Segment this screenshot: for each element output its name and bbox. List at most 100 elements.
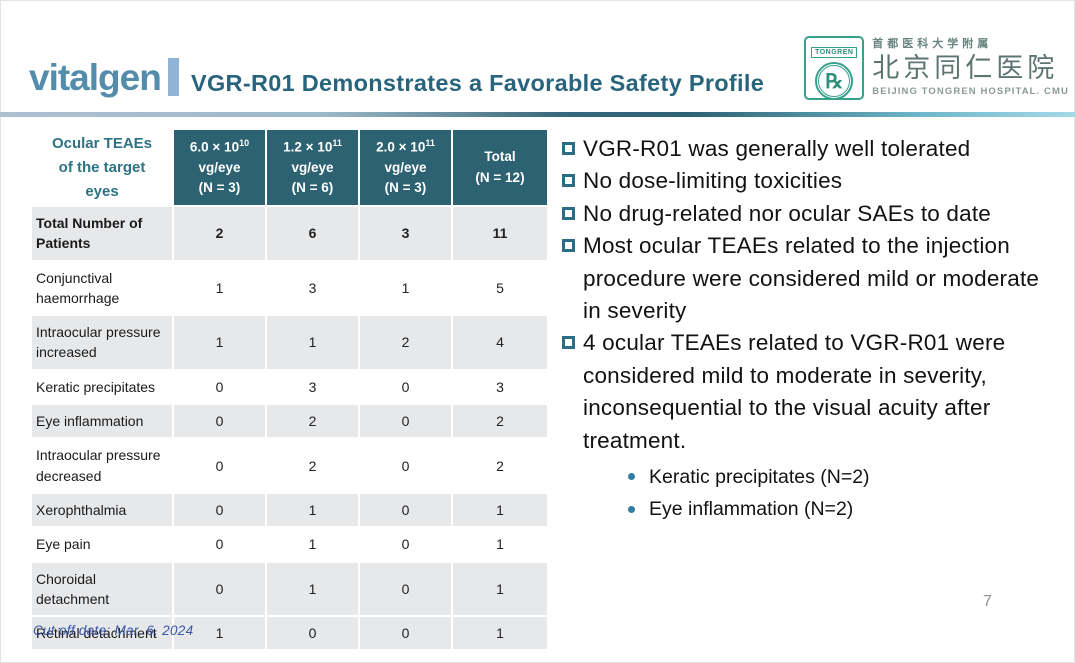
cell-value: 2 xyxy=(265,403,360,440)
cell-value: 0 xyxy=(358,437,453,494)
cell-value: 1 xyxy=(451,560,549,618)
cell-value: 1 xyxy=(265,491,360,529)
cell-value: 5 xyxy=(451,259,549,317)
dose-exponent: 11 xyxy=(332,137,342,148)
logo-bar-icon xyxy=(167,58,179,96)
bullet-item: Most ocular TEAEs related to the injecti… xyxy=(562,230,1040,327)
tongren-badge-label: TONGREN xyxy=(811,47,858,58)
dose-value: Total xyxy=(484,149,516,165)
cell-value: 3 xyxy=(358,205,453,262)
sub-bullet-text: Keratic precipitates (N=2) xyxy=(649,465,870,488)
vitalgen-logo: vitalgen xyxy=(29,58,179,96)
cell-value: 4 xyxy=(451,314,549,371)
dot-bullet-icon xyxy=(628,473,635,481)
row-label: Total Number of Patients xyxy=(30,205,174,262)
table-row: Eye inflammation 0 2 0 2 xyxy=(30,403,549,440)
cell-value: 3 xyxy=(265,368,360,406)
cell-value: 0 xyxy=(172,403,267,440)
dose-unit: vg/eye xyxy=(198,159,241,175)
page-title: VGR-R01 Demonstrates a Favorable Safety … xyxy=(191,70,765,96)
dose-value: 2.0 × 1011 xyxy=(376,137,435,155)
table-row: Intraocular pressure decreased 0 2 0 2 xyxy=(30,437,549,494)
tongren-hospital-logo: TONGREN ℞ 首都医科大学附属 北京同仁医院 BEIJING TONGRE… xyxy=(804,36,1069,100)
cell-value: 0 xyxy=(358,403,453,440)
cell-value: 1 xyxy=(172,259,267,317)
square-bullet-icon xyxy=(562,174,575,188)
hospital-affiliation-cn: 首都医科大学附属 xyxy=(872,38,993,51)
dose-value: 1.2 × 1011 xyxy=(283,137,342,155)
table-row: Xerophthalmia 0 1 0 1 xyxy=(30,491,549,529)
row-label: Conjunctival haemorrhage xyxy=(30,259,174,317)
sub-bullet-wrapper: Keratic precipitates (N=2) Eye inflammati… xyxy=(562,461,1040,525)
rx-symbol-icon: ℞ xyxy=(818,65,851,97)
cutoff-date-note: Cut off date: Mar. 6, 2024 xyxy=(33,623,194,638)
sub-bullet-item: Keratic precipitates (N=2) xyxy=(628,461,1040,493)
bullet-list: VGR-R01 was generally well tolerated No d… xyxy=(562,133,1040,525)
table-column-header: 1.2 × 1011 vg/eye (N = 6) xyxy=(265,128,360,207)
hospital-text-block: 首都医科大学附属 北京同仁医院 BEIJING TONGREN HOSPITAL… xyxy=(872,38,1069,97)
bullet-item: VGR-R01 was generally well tolerated xyxy=(562,133,1040,165)
bullet-text: No dose-limiting toxicities xyxy=(583,168,843,194)
row-label: Choroidal detachment xyxy=(30,560,174,618)
table-corner-header: Ocular TEAEs of the target eyes xyxy=(30,128,174,207)
table-row: Total Number of Patients 2 6 3 11 xyxy=(30,205,549,262)
page-number: 7 xyxy=(983,593,992,610)
tongren-circle-icon: ℞ xyxy=(815,62,854,100)
table-row: Eye pain 0 1 0 1 xyxy=(30,526,549,563)
cell-value: 0 xyxy=(358,615,453,652)
square-bullet-icon xyxy=(562,142,575,155)
row-label: Intraocular pressure decreased xyxy=(30,437,174,494)
sub-bullet-text: Eye inflammation (N=2) xyxy=(649,498,854,521)
tongren-badge-icon: TONGREN ℞ xyxy=(804,36,865,100)
bullet-text: Most ocular TEAEs related to the injecti… xyxy=(583,233,1040,323)
header-divider xyxy=(0,112,1075,117)
cell-value: 1 xyxy=(172,314,267,371)
cell-value: 1 xyxy=(265,314,360,371)
bullet-item: 4 ocular TEAEs related to VGR-R01 were c… xyxy=(562,327,1040,457)
cell-value: 2 xyxy=(451,437,549,494)
cell-value: 0 xyxy=(172,526,267,563)
row-label: Intraocular pressure increased xyxy=(30,314,174,371)
cell-value: 0 xyxy=(358,491,453,529)
cell-value: 11 xyxy=(451,205,549,262)
cell-value: 1 xyxy=(451,491,549,529)
cell-value: 2 xyxy=(358,314,453,371)
sub-bullet-list: Keratic precipitates (N=2) Eye inflammati… xyxy=(628,461,1040,525)
dose-value: 6.0 × 1010 xyxy=(189,137,250,155)
square-bullet-icon xyxy=(562,206,575,220)
sub-bullet-item: Eye inflammation (N=2) xyxy=(628,493,1040,525)
bullet-text: VGR-R01 was generally well tolerated xyxy=(583,136,971,161)
cell-value: 2 xyxy=(172,205,267,262)
square-bullet-icon xyxy=(562,239,575,253)
dose-unit: vg/eye xyxy=(384,159,427,175)
dose-n: (N = 3) xyxy=(384,179,427,195)
cell-value: 1 xyxy=(358,259,453,317)
vitalgen-wordmark: vitalgen xyxy=(29,56,162,98)
cell-value: 2 xyxy=(451,403,549,440)
cell-value: 0 xyxy=(265,615,360,652)
cell-value: 1 xyxy=(265,526,360,563)
dose-n: (N = 12) xyxy=(475,169,525,185)
hospital-name-en: BEIJING TONGREN HOSPITAL. CMU xyxy=(872,85,1069,97)
row-label: Keratic precipitates xyxy=(30,368,174,406)
bullet-item: No dose-limiting toxicities xyxy=(562,165,1040,197)
table-column-header: 6.0 × 1010 vg/eye (N = 3) xyxy=(172,128,267,207)
cell-value: 0 xyxy=(172,491,267,529)
row-label: Eye inflammation xyxy=(30,403,174,440)
bullet-text: 4 ocular TEAEs related to VGR-R01 were c… xyxy=(583,330,1006,453)
cell-value: 0 xyxy=(172,437,267,494)
cell-value: 3 xyxy=(265,259,360,317)
bullet-item: No drug-related nor ocular SAEs to date xyxy=(562,198,1040,230)
cell-value: 3 xyxy=(451,368,549,406)
teae-table: Ocular TEAEs of the target eyes 6.0 × 10… xyxy=(30,128,549,652)
row-label: Retinal detachment xyxy=(30,615,174,652)
cell-value: 1 xyxy=(451,526,549,563)
table-column-header: Total (N = 12) xyxy=(451,128,549,207)
table-row: Retinal detachment 1 0 0 1 xyxy=(30,615,549,652)
table-row: Keratic precipitates 0 3 0 3 xyxy=(30,368,549,406)
table-row: Intraocular pressure increased 1 1 2 4 xyxy=(30,314,549,371)
cell-value: 2 xyxy=(265,437,360,494)
row-label: Xerophthalmia xyxy=(30,491,174,529)
cell-value: 1 xyxy=(265,560,360,618)
